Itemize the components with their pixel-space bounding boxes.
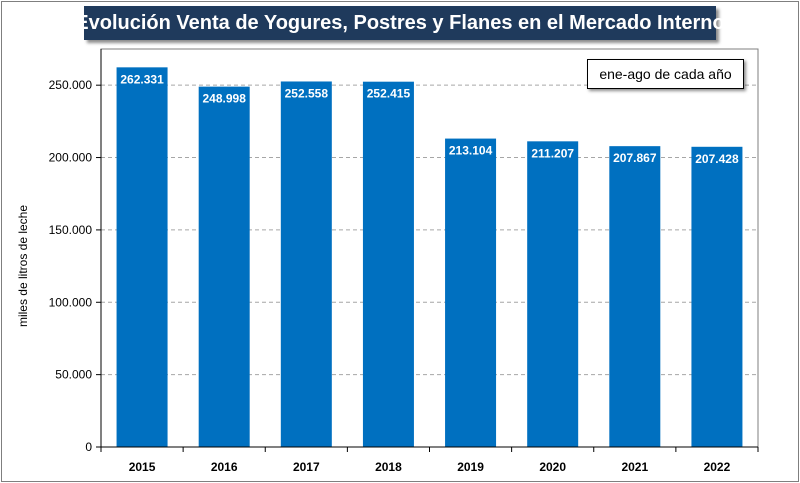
bar-value-label: 213.104	[449, 144, 493, 158]
bar-value-label: 207.428	[695, 152, 739, 166]
y-tick-label: 0	[85, 440, 92, 454]
x-tick-label: 2015	[129, 460, 156, 474]
chart-title: Evolución Venta de Yogures, Postres y Fl…	[75, 6, 725, 40]
bar	[280, 81, 332, 447]
y-axis-label: miles de litros de leche	[16, 204, 30, 328]
bar-value-label: 211.207	[531, 146, 574, 160]
bar-value-label: 252.558	[285, 86, 329, 100]
x-tick-label: 2022	[704, 460, 731, 474]
y-tick-label: 50.000	[55, 368, 92, 382]
bar	[445, 138, 497, 448]
bar	[362, 81, 414, 448]
period-note: ene-ago de cada año	[587, 59, 744, 89]
x-tick-label: 2021	[621, 460, 648, 474]
bar	[527, 141, 579, 447]
bar	[691, 146, 743, 448]
bar	[198, 86, 250, 447]
x-tick-label: 2018	[375, 460, 402, 474]
x-tick-label: 2017	[293, 460, 320, 474]
bar-value-label: 248.998	[202, 92, 246, 106]
x-tick-label: 2020	[539, 460, 566, 474]
bar	[116, 67, 168, 447]
y-tick-label: 150.000	[49, 223, 93, 237]
bar-value-label: 207.867	[613, 151, 657, 165]
bar-value-label: 252.415	[367, 87, 411, 101]
x-tick-label: 2016	[211, 460, 238, 474]
bar-value-label: 262.331	[120, 72, 164, 86]
y-tick-label: 100.000	[49, 295, 93, 309]
bar	[609, 146, 661, 447]
y-tick-label: 200.000	[49, 151, 93, 165]
y-tick-label: 250.000	[49, 78, 93, 92]
x-tick-label: 2019	[457, 460, 484, 474]
